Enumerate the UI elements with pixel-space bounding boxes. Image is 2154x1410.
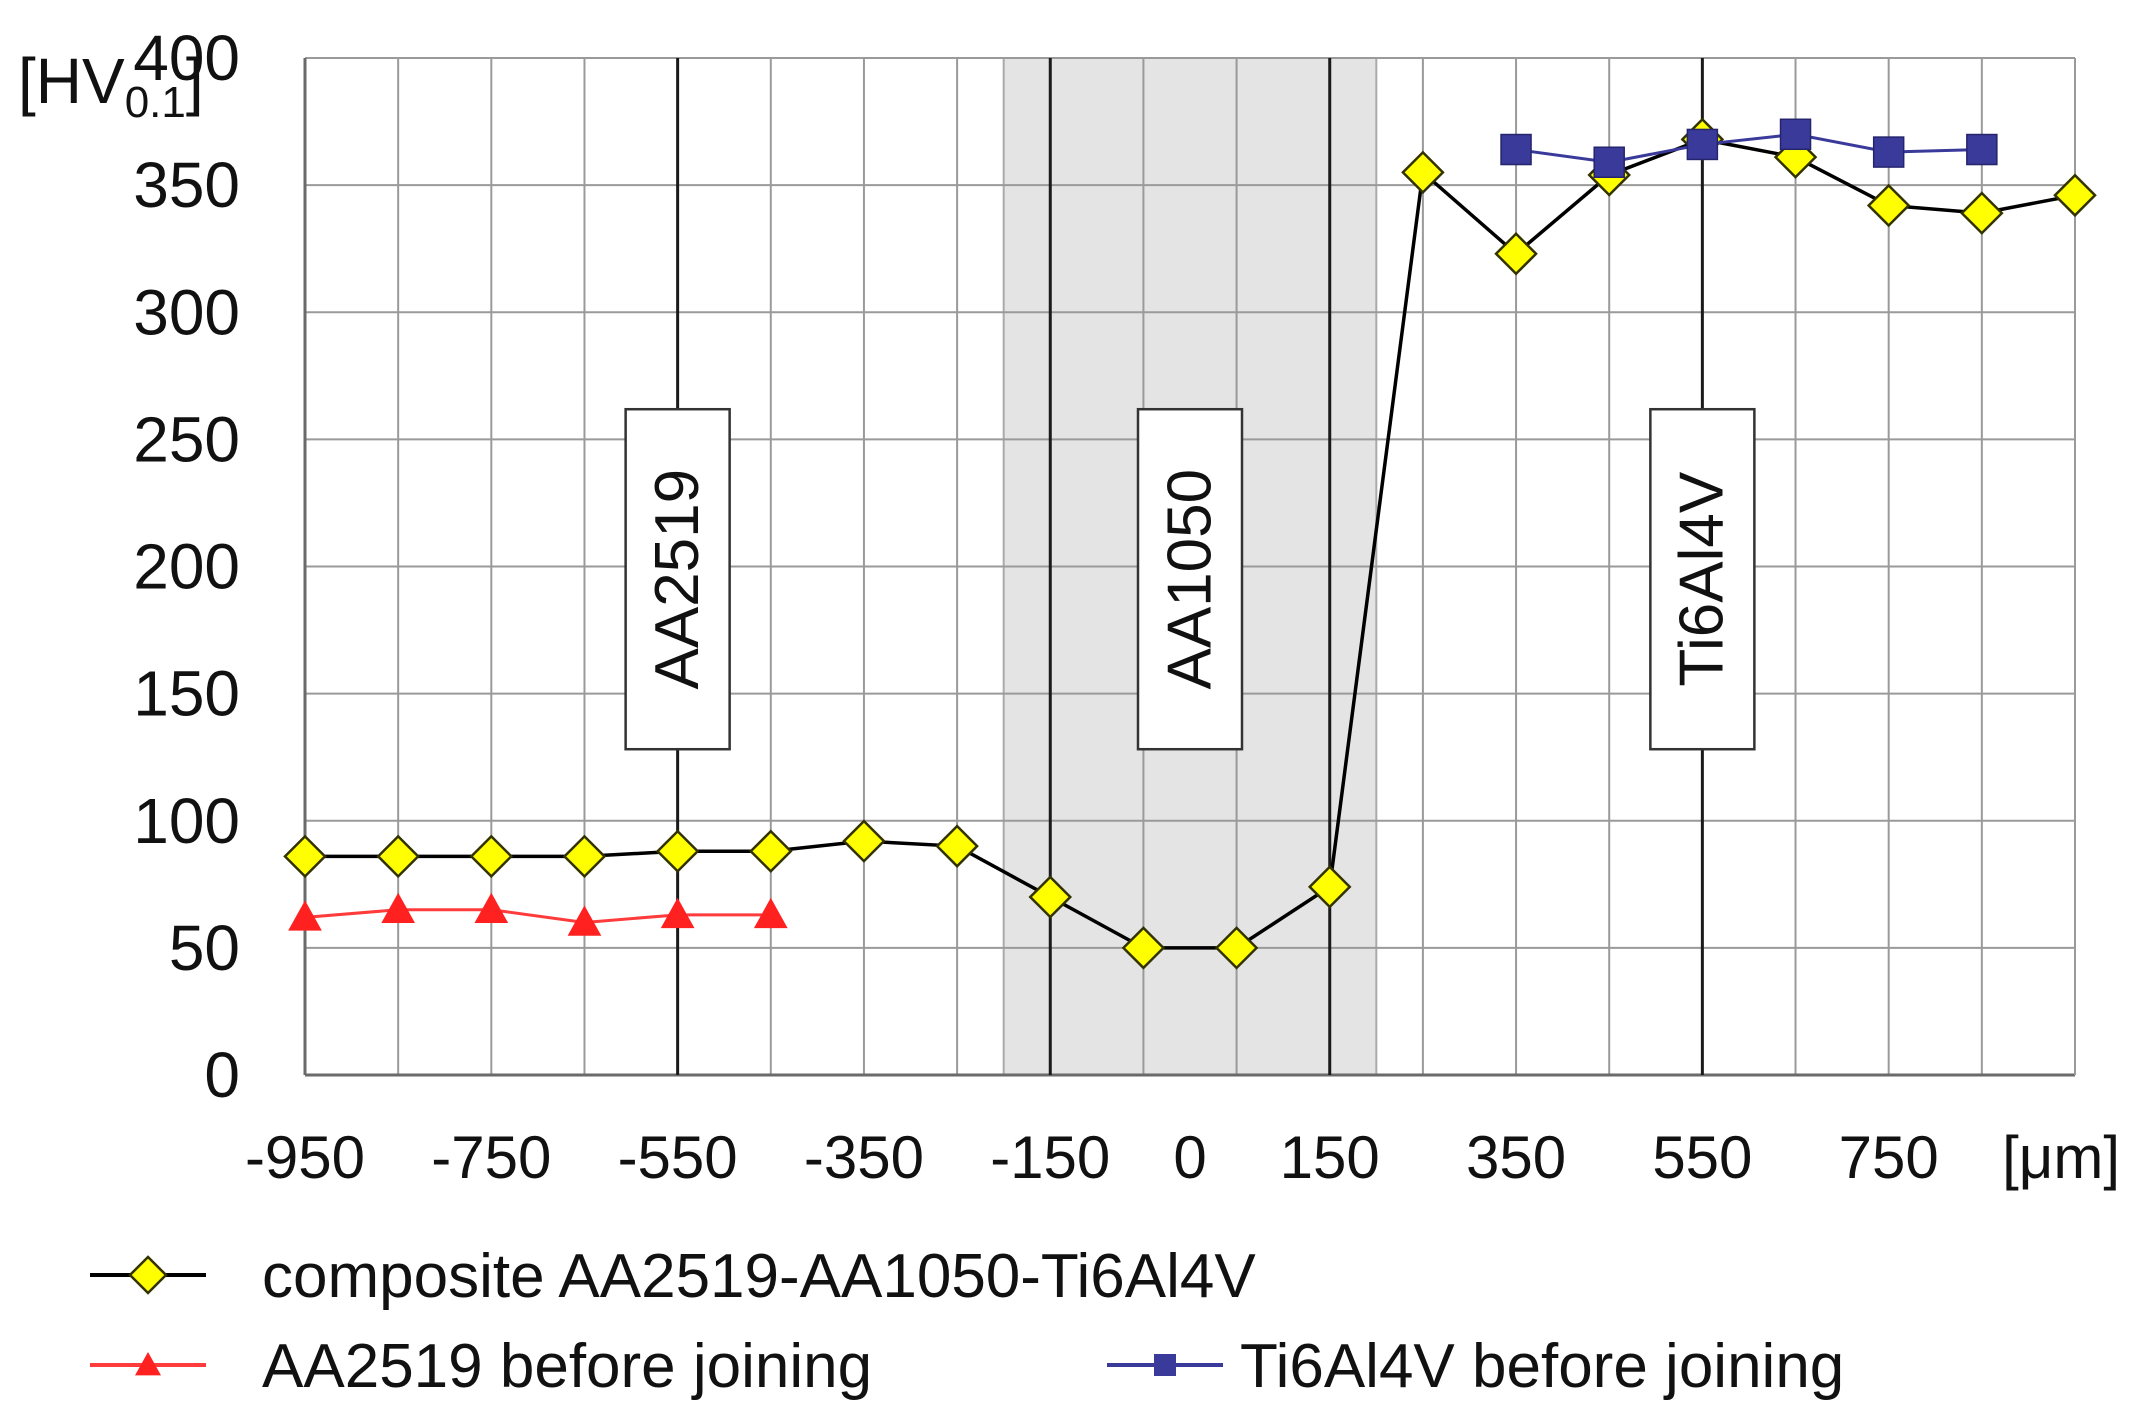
legend-entry-ti6al4v: Ti6Al4V before joining	[1107, 1332, 1844, 1401]
data-point-square	[1686, 128, 1719, 161]
data-point-diamond	[1307, 865, 1352, 909]
y-tick-label: 200	[133, 531, 240, 603]
legend-label: AA2519 before joining	[262, 1332, 872, 1401]
y-tick-label: 150	[133, 658, 240, 730]
data-point-square	[1966, 133, 1998, 166]
data-point-triangle	[474, 892, 509, 924]
legend-label: Ti6Al4V before joining	[1240, 1332, 1844, 1401]
y-tick-label: 250	[133, 403, 240, 475]
data-point-triangle	[567, 905, 602, 936]
data-point-diamond	[469, 834, 514, 879]
x-tick-label: -350	[804, 1124, 924, 1191]
y-tick-label: 300	[133, 276, 240, 348]
data-point-triangle	[753, 897, 788, 929]
data-point-diamond	[283, 834, 327, 879]
legend-marker-square	[1154, 1354, 1176, 1376]
data-point-diamond	[842, 819, 886, 863]
region-label-box	[624, 407, 731, 751]
data-point-diamond	[749, 829, 793, 874]
x-tick-label: 550	[1652, 1124, 1752, 1191]
data-point-square	[1872, 136, 1905, 168]
x-tick-label: -150	[990, 1124, 1110, 1191]
data-point-diamond	[1121, 926, 1166, 970]
y-tick-label: 100	[133, 785, 240, 857]
series-3	[1500, 118, 1998, 178]
data-point-diamond	[1960, 191, 2004, 235]
region-label-2: AA1050	[1136, 407, 1244, 751]
region-label-text: AA1050	[1155, 469, 1224, 690]
y-tick-label: 350	[133, 149, 240, 221]
data-point-square	[1593, 146, 1625, 178]
y-axis-label-close: ]	[186, 45, 204, 117]
legend-layer: composite AA2519-AA1050-Ti6Al4V AA2519 be…	[90, 1242, 1844, 1401]
y-tick-label: 0	[204, 1039, 240, 1111]
x-tick-label: -950	[245, 1124, 365, 1191]
data-point-diamond	[1866, 183, 1911, 228]
series-1	[283, 117, 2097, 970]
region-label-3: Ti6Al4V	[1649, 407, 1756, 751]
data-point-diamond	[655, 829, 700, 874]
series-layer	[283, 117, 2097, 970]
x-tick-label: -750	[431, 1124, 551, 1191]
data-point-triangle	[288, 900, 322, 931]
y-axis-label-sub: 0.1	[125, 78, 186, 127]
data-point-diamond	[2053, 173, 2097, 218]
data-point-diamond	[1494, 232, 1538, 276]
x-tick-label: 150	[1280, 1124, 1380, 1191]
data-point-diamond	[935, 824, 979, 868]
annotation-layer: AA2519 AA1050 Ti6Al4V	[624, 407, 1756, 751]
data-point-diamond	[1028, 875, 1073, 919]
legend-marker-triangle	[135, 1352, 161, 1376]
series-2	[288, 892, 788, 936]
data-point-square	[1779, 118, 1812, 151]
y-tick-label: 400	[133, 22, 240, 94]
legend-marker-diamond	[128, 1255, 168, 1295]
x-tick-label: -550	[618, 1124, 738, 1191]
y-tick-label: 50	[169, 912, 240, 984]
region-label-1: AA2519	[624, 407, 731, 751]
y-axis-label-main: [HV	[18, 45, 125, 117]
legend-entry-composite: composite AA2519-AA1050-Ti6Al4V	[90, 1242, 1256, 1311]
x-tick-label: 0	[1173, 1124, 1206, 1191]
x-axis-label: [μm]	[2002, 1124, 2120, 1191]
x-tick-label: 750	[1839, 1124, 1939, 1191]
y-axis-label: [HV0.1]	[18, 45, 204, 127]
region-label-box	[1649, 407, 1756, 751]
data-point-diamond	[1401, 150, 1445, 195]
data-point-diamond	[376, 834, 420, 879]
legend-label: composite AA2519-AA1050-Ti6Al4V	[262, 1242, 1256, 1311]
data-point-triangle	[381, 892, 416, 924]
region-label-text: Ti6Al4V	[1668, 471, 1737, 686]
data-point-square	[1500, 133, 1532, 166]
legend-entry-aa2519: AA2519 before joining	[90, 1332, 872, 1401]
region-label-text: AA2519	[643, 469, 712, 690]
data-point-diamond	[562, 834, 607, 879]
data-point-diamond	[1214, 926, 1259, 970]
x-tick-label: 350	[1466, 1124, 1566, 1191]
region-label-box	[1136, 407, 1244, 751]
data-point-triangle	[660, 897, 695, 929]
series-line	[304, 908, 771, 924]
